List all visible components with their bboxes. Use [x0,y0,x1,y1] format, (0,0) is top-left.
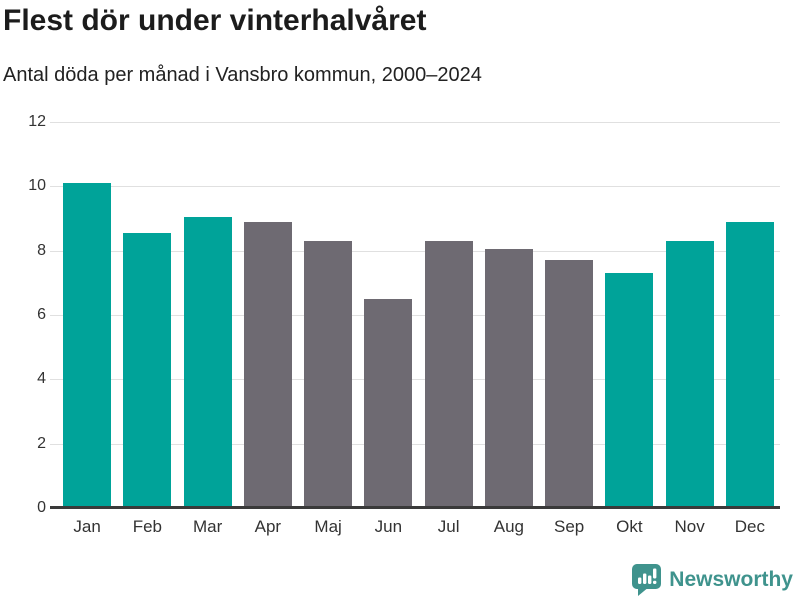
gridline-8 [50,250,780,252]
y-tick-label-6: 6 [37,306,46,323]
gridline-6 [50,315,780,316]
bar-jan [63,183,112,508]
x-axis: Jan Feb Mar Apr Maj Jun Jul Aug Sep Okt Nov Dec [57,517,780,537]
x-tick-label-jul: Jul [437,517,460,536]
bar-okt [605,273,654,508]
newsworthy-logo: Newsworthy [631,563,793,596]
x-axis-baseline [50,506,780,509]
bar-slot-mar [178,122,238,508]
x-tick-label-jun: Jun [374,517,403,536]
bar-series [57,122,780,508]
bar-jun [364,298,413,508]
x-tick-label-dec: Dec [734,517,765,536]
bar-slot-aug [479,122,539,508]
y-tick-label-12: 12 [28,113,46,130]
y-axis: 0 2 4 6 8 10 12 [0,113,46,516]
bar-nov [665,241,714,508]
bar-slot-jun [358,122,418,508]
gridline-4 [50,379,780,381]
x-tick-label-aug: Aug [493,517,524,536]
gridline-2 [50,443,780,445]
y-tick-label-8: 8 [37,241,46,259]
bar-slot-nov [660,122,720,508]
bar-sep [545,260,594,508]
bar-jul [424,241,473,508]
x-tick-label-jan: Jan [73,517,101,536]
x-tick-label-okt: Okt [616,517,643,536]
x-tick-label-feb: Feb [132,517,163,536]
bar-dec [725,221,774,508]
bar-slot-feb [117,122,177,508]
x-tick-label-mar: Mar [192,517,223,536]
x-tick-label-maj: Maj [314,517,342,536]
bar-maj [304,241,353,508]
y-tick-label-10: 10 [28,177,46,195]
chart-subtitle: Antal döda per månad i Vansbro kommun, 2… [3,64,482,86]
x-tick-label-sep: Sep [554,517,585,536]
bar-aug [484,249,533,508]
bar-slot-sep [539,122,599,508]
bar-slot-dec [720,122,780,508]
bar-chart-speech-bubble-icon [631,563,662,596]
bar-apr [243,221,292,508]
brand-text: Newsworthy [669,567,793,591]
bar-slot-jan [57,122,117,508]
bar-slot-apr [238,122,298,508]
plot-area [50,122,780,509]
y-tick-label-4: 4 [37,370,46,388]
x-tick-label-apr: Apr [254,517,282,536]
x-tick-label-nov: Nov [674,517,705,536]
bar-mar [183,216,232,508]
bar-slot-jul [419,122,479,508]
gridline-10 [50,186,780,188]
bar-slot-okt [599,122,659,508]
y-tick-label-0: 0 [37,499,46,516]
chart-title: Flest dör under vinterhalvåret [3,4,427,37]
y-tick-label-2: 2 [37,434,46,452]
bar-feb [123,232,172,508]
gridline-12 [50,122,780,123]
bar-slot-maj [298,122,358,508]
